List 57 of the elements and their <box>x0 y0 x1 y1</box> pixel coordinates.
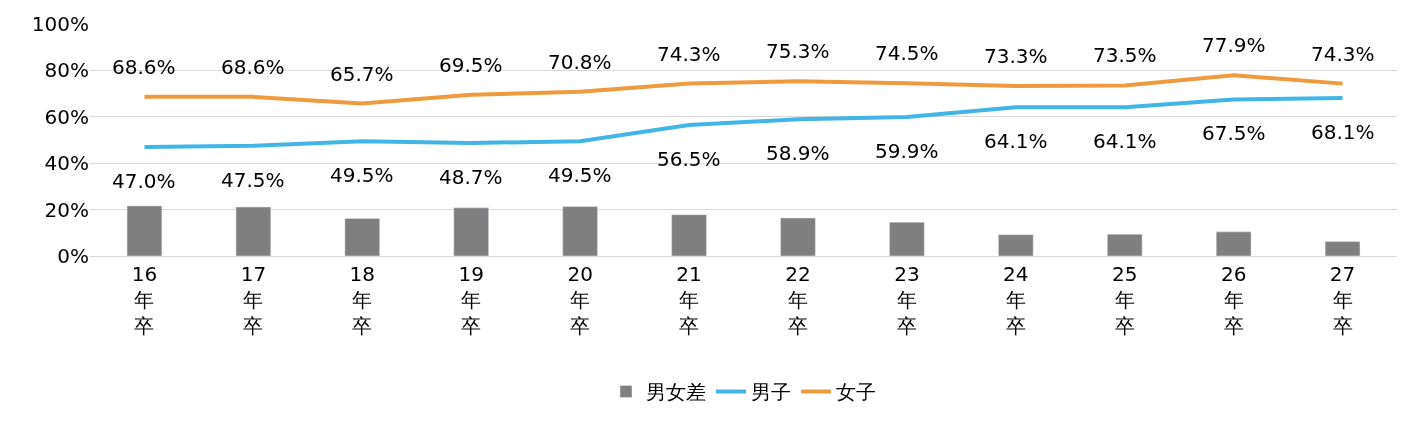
data-label: 74.3% <box>1311 42 1375 66</box>
y-tick-label: 40% <box>44 151 89 176</box>
x-tick-label: 26年卒 <box>1220 262 1247 338</box>
x-tick-label: 23年卒 <box>894 262 920 338</box>
data-label: 64.1% <box>1093 129 1157 153</box>
data-label: 77.9% <box>1202 33 1266 57</box>
bar <box>1215 231 1252 256</box>
bar <box>126 205 163 256</box>
bar <box>453 207 489 256</box>
data-label: 47.5% <box>221 168 285 192</box>
bar <box>998 234 1034 256</box>
x-tick-label: 20年卒 <box>567 262 593 338</box>
x-tick-label: 25年卒 <box>1111 262 1138 338</box>
x-tick-label: 21年卒 <box>676 262 702 338</box>
x-tick-label: 24年卒 <box>1003 262 1029 338</box>
bar <box>671 214 707 256</box>
data-label: 68.1% <box>1311 120 1375 144</box>
bar <box>562 206 598 256</box>
y-tick-label: 100% <box>31 12 89 36</box>
data-label: 75.3% <box>766 39 830 63</box>
data-label: 59.9% <box>875 139 939 163</box>
data-label: 69.5% <box>439 53 503 77</box>
x-tick-label: 17年卒 <box>240 262 267 338</box>
y-tick-label: 20% <box>44 197 89 222</box>
x-tick-label: 16年卒 <box>131 262 158 338</box>
data-label: 65.7% <box>330 62 394 86</box>
data-label: 64.1% <box>984 129 1048 153</box>
data-label: 67.5% <box>1202 121 1266 145</box>
x-tick-label: 19年卒 <box>458 262 484 338</box>
data-label: 49.5% <box>330 163 394 187</box>
data-label: 73.3% <box>984 44 1048 68</box>
data-label: 56.5% <box>657 147 721 171</box>
bar <box>1107 233 1143 256</box>
y-tick-label: 80% <box>44 58 89 83</box>
data-label: 74.3% <box>657 42 721 66</box>
x-tick-label: 27年卒 <box>1329 262 1356 338</box>
data-label: 73.5% <box>1093 43 1157 67</box>
data-label: 58.9% <box>766 141 830 165</box>
legend-label: 男子 <box>751 380 791 405</box>
data-label: 47.0% <box>112 169 176 193</box>
y-tick-label: 0% <box>57 244 89 268</box>
x-tick-label: 18年卒 <box>349 262 376 338</box>
bar <box>344 218 380 256</box>
bar <box>1324 241 1361 256</box>
data-label: 70.8% <box>548 50 612 74</box>
y-tick-label: 60% <box>44 104 89 129</box>
legend-label: 男女差 <box>646 380 706 405</box>
x-tick-label: 22年卒 <box>785 262 811 338</box>
bar <box>235 206 272 256</box>
legend-label: 女子 <box>836 380 876 405</box>
bar <box>889 221 925 256</box>
data-label: 68.6% <box>112 55 176 79</box>
data-label: 74.5% <box>875 41 939 65</box>
data-label: 68.6% <box>221 55 285 79</box>
bar <box>780 217 816 256</box>
data-label: 49.5% <box>548 163 612 187</box>
data-label: 48.7% <box>439 165 503 189</box>
